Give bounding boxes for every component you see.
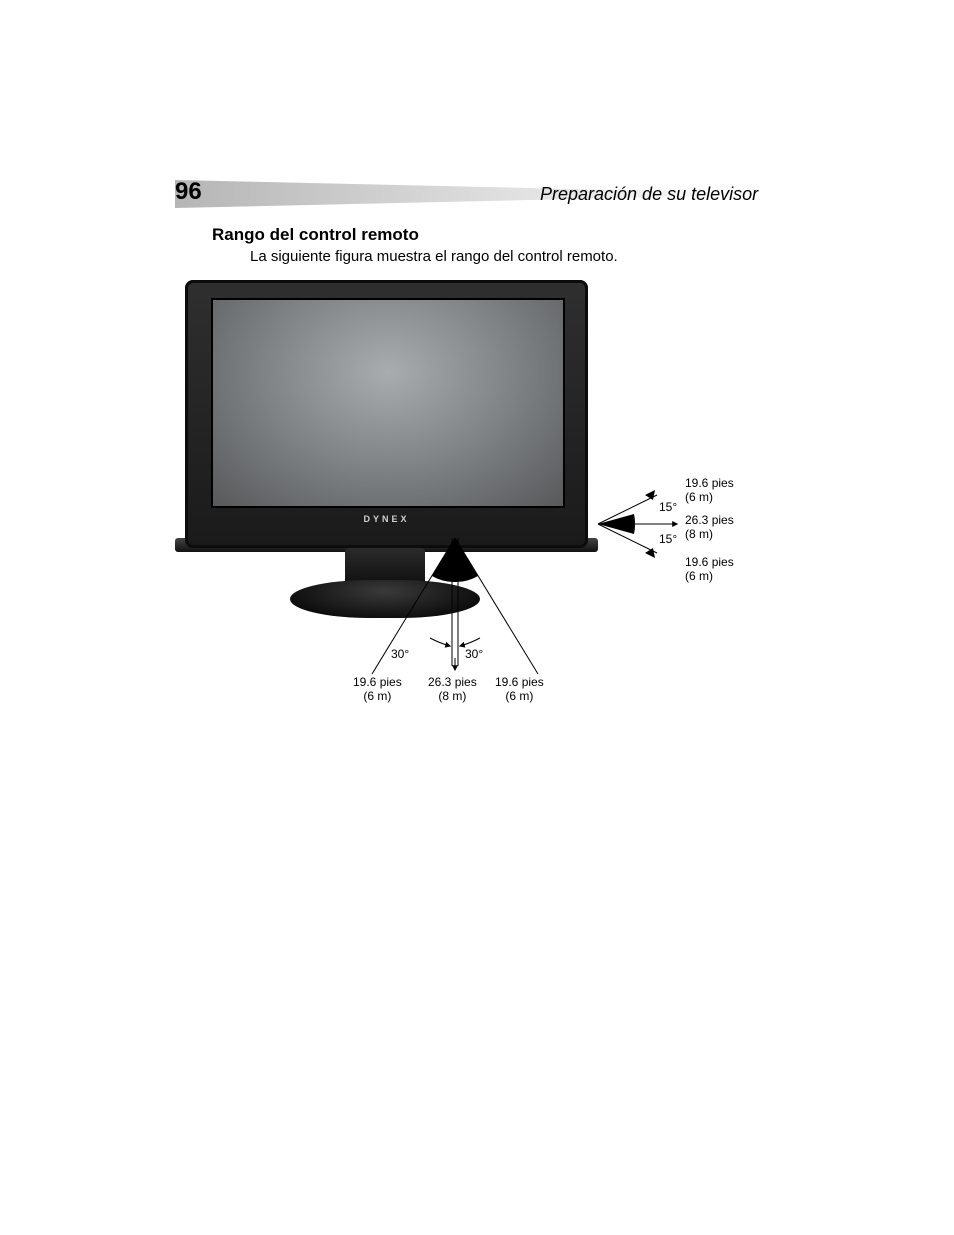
tv-base xyxy=(290,580,480,618)
side-dist-upper-m: (6 m) xyxy=(685,490,713,504)
side-dist-center-ft: 26.3 pies xyxy=(685,513,734,527)
front-angle-right: 30° xyxy=(465,648,483,662)
tv-screen xyxy=(211,298,565,508)
side-angle-upper: 15° xyxy=(659,501,677,515)
remote-range-figure: DYNEX xyxy=(175,280,765,720)
side-dist-lower-ft: 19.6 pies xyxy=(685,555,734,569)
front-dist-left: 19.6 pies (6 m) xyxy=(353,676,402,704)
section-body: La siguiente figura muestra el rango del… xyxy=(250,248,618,265)
side-dist-center: 26.3 pies (8 m) xyxy=(685,514,734,542)
front-dist-center-m: (8 m) xyxy=(438,689,466,703)
tv-brand-logo: DYNEX xyxy=(185,514,588,524)
side-dist-center-m: (8 m) xyxy=(685,527,713,541)
front-dist-left-m: (6 m) xyxy=(363,689,391,703)
page-number: 96 xyxy=(175,178,202,206)
side-dist-lower-m: (6 m) xyxy=(685,569,713,583)
front-angle-left: 30° xyxy=(391,648,409,662)
tv-frame: DYNEX xyxy=(185,280,588,548)
side-angle-lower: 15° xyxy=(659,533,677,547)
front-dist-center-ft: 26.3 pies xyxy=(428,675,477,689)
front-dist-right-ft: 19.6 pies xyxy=(495,675,544,689)
front-dist-left-ft: 19.6 pies xyxy=(353,675,402,689)
header-title: Preparación de su televisor xyxy=(540,184,758,205)
front-dist-right-m: (6 m) xyxy=(505,689,533,703)
side-dist-lower: 19.6 pies (6 m) xyxy=(685,556,734,584)
side-dist-upper-ft: 19.6 pies xyxy=(685,476,734,490)
front-dist-center: 26.3 pies (8 m) xyxy=(428,676,477,704)
section-title: Rango del control remoto xyxy=(212,225,419,245)
manual-page: 96 Preparación de su televisor Rango del… xyxy=(0,0,954,1235)
front-dist-right: 19.6 pies (6 m) xyxy=(495,676,544,704)
side-dist-upper: 19.6 pies (6 m) xyxy=(685,477,734,505)
